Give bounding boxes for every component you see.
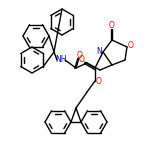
Text: O: O — [77, 50, 83, 59]
Text: O: O — [79, 55, 85, 64]
Text: NH: NH — [55, 55, 67, 64]
Text: N: N — [96, 47, 102, 55]
Text: O: O — [96, 76, 102, 85]
Text: O: O — [128, 40, 134, 50]
Text: O: O — [109, 21, 115, 31]
